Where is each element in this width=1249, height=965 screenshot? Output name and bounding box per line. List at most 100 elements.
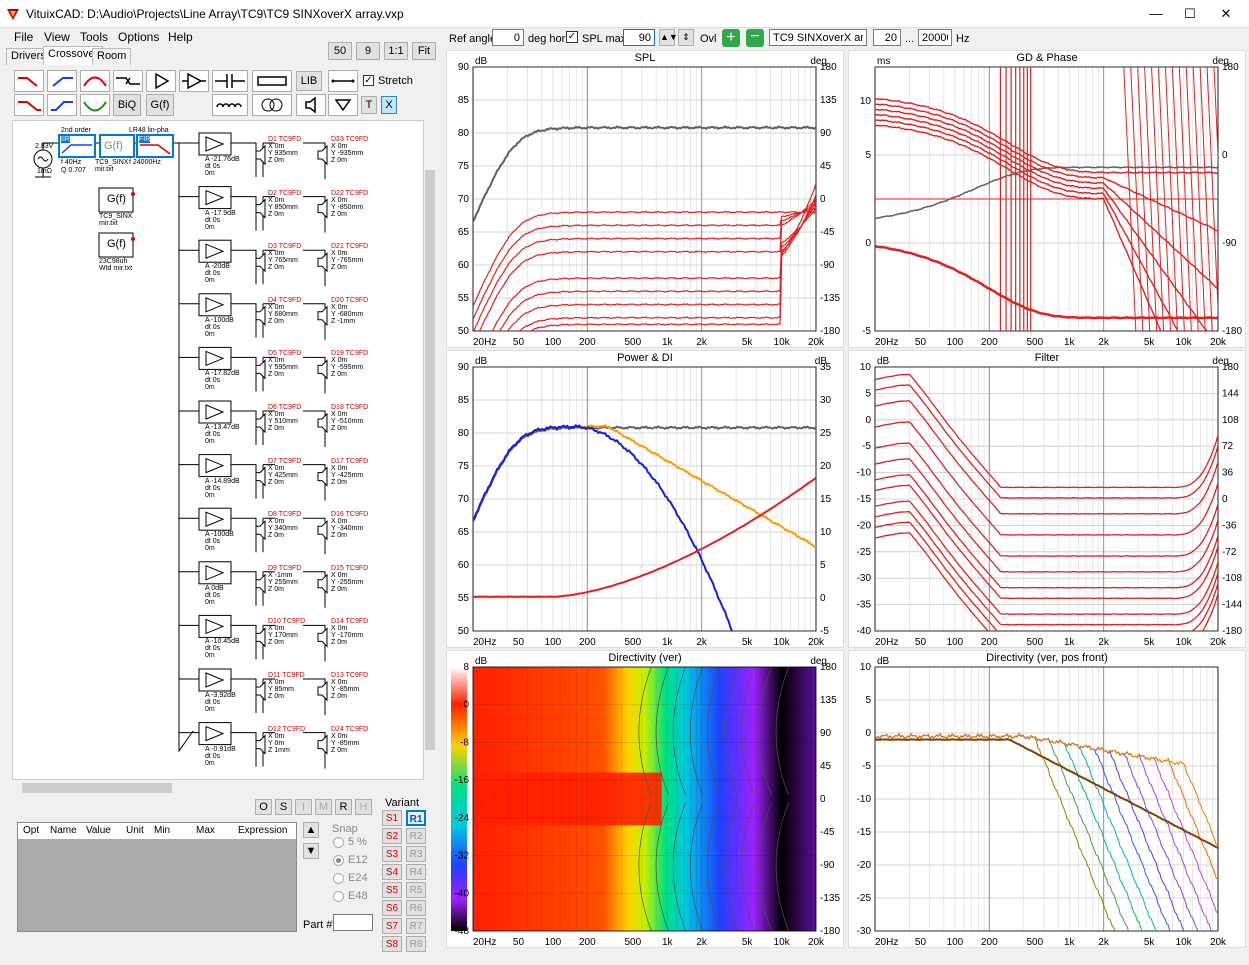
variant-s-button[interactable]: S7 <box>382 918 402 934</box>
driver-name[interactable]: D22 TC9FD <box>331 189 369 197</box>
gf2-block[interactable]: G(f) <box>107 193 126 205</box>
optimizer-table[interactable]: Opt Name Value Unit Min Max Expression <box>17 822 297 932</box>
menu-view[interactable]: View <box>44 30 70 44</box>
maximize-button[interactable]: ☐ <box>1184 6 1196 21</box>
spl-max-checkbox[interactable]: ✓ <box>566 31 578 43</box>
driver-name[interactable]: D8 TC9FD <box>268 511 302 519</box>
opt-optimize-button[interactable]: O <box>255 799 272 815</box>
driver-name[interactable]: D1 TC9FD <box>268 136 302 143</box>
spl-auto-button[interactable]: ⇕ <box>678 29 694 46</box>
gf-block-type[interactable]: G(f) <box>104 140 123 152</box>
opt-sensitivity-button[interactable]: S <box>275 799 292 815</box>
opamp-tool[interactable] <box>179 70 209 92</box>
notch-tool[interactable] <box>80 94 110 116</box>
variant-s-button[interactable]: S5 <box>382 882 402 898</box>
spl-graph[interactable]: SPL dB deg 20Hz 50 100 200 500 1k 2k 5k 10k 20k 90 85 8… <box>446 50 844 348</box>
menu-tools[interactable]: Tools <box>80 30 109 44</box>
zoom-fit-button[interactable]: Fit <box>412 42 436 60</box>
move-up-button[interactable]: ▲ <box>303 822 319 838</box>
inductor-tool[interactable] <box>212 94 248 116</box>
driver-name[interactable]: D19 TC9FD <box>331 350 369 358</box>
variant-r-button[interactable]: R4 <box>406 864 426 880</box>
opt-h-button[interactable]: H <box>355 799 372 815</box>
menu-help[interactable]: Help <box>168 30 193 44</box>
driver-name[interactable]: D24 TC9FD <box>331 725 369 733</box>
driver-name[interactable]: D18 TC9FD <box>331 404 369 411</box>
snap-radio[interactable] <box>333 891 344 902</box>
driver-name[interactable]: D17 TC9FD <box>331 457 369 465</box>
t-button[interactable]: T <box>361 96 377 114</box>
variant-r-button[interactable]: R8 <box>406 936 426 952</box>
bandpass-tool[interactable] <box>80 70 110 92</box>
variant-s-button[interactable]: S4 <box>382 864 402 880</box>
biquad-button[interactable]: BiQ <box>113 94 141 116</box>
buffer-tool[interactable] <box>146 70 176 92</box>
lowpass2-tool[interactable] <box>14 94 44 116</box>
move-down-button[interactable]: ▼ <box>303 843 319 859</box>
driver-name[interactable]: D16 TC9FD <box>331 511 369 519</box>
driver-name[interactable]: D7 TC9FD <box>268 457 302 465</box>
shelf-tool[interactable] <box>113 70 143 92</box>
spl-up-down-button[interactable]: ▲▼ <box>659 29 678 46</box>
filter-graph[interactable]: Filter dB deg 20Hz 50 100 200 500 1k 2k 5k 10k 20k 10… <box>848 350 1246 648</box>
variant-s-button[interactable]: S1 <box>382 810 402 826</box>
driver-name[interactable]: D14 TC9FD <box>331 618 369 626</box>
zoom-50-button[interactable]: 50 <box>328 42 352 60</box>
highpass2-tool[interactable] <box>47 94 77 116</box>
driver-name[interactable]: D10 TC9FD <box>268 618 306 626</box>
variant-r-button[interactable]: R3 <box>406 846 426 862</box>
driver-name[interactable]: D5 TC9FD <box>268 350 302 358</box>
directivity-front-graph[interactable]: Directivity (ver, pos front) dB 20Hz 50 100 2… <box>848 650 1246 948</box>
snap-radio[interactable] <box>333 855 344 866</box>
variant-r-button[interactable]: R6 <box>406 900 426 916</box>
variant-s-button[interactable]: S2 <box>382 828 402 844</box>
snap-radio[interactable] <box>333 873 344 884</box>
variant-s-button[interactable]: S6 <box>382 900 402 916</box>
ground-tool[interactable] <box>328 94 358 116</box>
lowpass-tool[interactable] <box>14 70 44 92</box>
gd-phase-graph[interactable]: GD & Phase ms deg 20Hz 50 100 200 500 1k 2k 5k 10k 2… <box>848 50 1246 348</box>
driver-name[interactable]: D4 TC9FD <box>268 296 302 304</box>
driver-name[interactable]: D2 TC9FD <box>268 189 302 197</box>
overlay-add-button[interactable]: + <box>722 29 740 47</box>
zoom-9-button[interactable]: 9 <box>356 42 380 60</box>
wire-tool[interactable] <box>328 70 358 92</box>
freq-max-input[interactable] <box>918 29 952 46</box>
close-button[interactable]: ✕ <box>1220 6 1232 21</box>
menu-file[interactable]: File <box>14 30 34 44</box>
resistor-tool[interactable] <box>252 70 292 92</box>
tab-crossover[interactable]: Crossover <box>43 46 104 65</box>
driver-name[interactable]: D9 TC9FD <box>268 564 302 572</box>
gf-button[interactable]: G(f) <box>146 94 174 116</box>
stretch-checkbox[interactable]: ✓ <box>363 75 374 86</box>
driver-name[interactable]: D20 TC9FD <box>331 296 369 304</box>
minimize-button[interactable]: — <box>1149 6 1163 21</box>
speaker-tool[interactable] <box>296 94 326 116</box>
driver-name[interactable]: D6 TC9FD <box>268 404 302 411</box>
x-button[interactable]: X <box>381 96 397 114</box>
driver-name[interactable]: D15 TC9FD <box>331 564 369 572</box>
overlay-remove-button[interactable]: − <box>746 29 764 47</box>
ref-angle-input[interactable] <box>492 29 524 46</box>
variant-r-button[interactable]: R5 <box>406 882 426 898</box>
variant-r-button[interactable]: R7 <box>406 918 426 934</box>
highpass-tool[interactable] <box>47 70 77 92</box>
opt-reset-button[interactable]: R <box>335 799 352 815</box>
zoom-1to1-button[interactable]: 1:1 <box>384 42 408 60</box>
directivity-ver-graph[interactable]: Directivity (ver) dB deg 20Hz 50 100 200 500 1k 2… <box>446 650 844 948</box>
lib-button[interactable]: LIB <box>296 71 322 91</box>
opt-m-button[interactable]: M <box>315 799 332 815</box>
part-input[interactable] <box>333 914 373 931</box>
tab-room[interactable]: Room <box>92 48 132 65</box>
opt-i-button[interactable]: I <box>295 799 312 815</box>
freq-min-input[interactable] <box>873 29 901 46</box>
schematic-vscroll[interactable] <box>424 120 436 780</box>
transformer-tool[interactable] <box>252 94 292 116</box>
driver-name[interactable]: D13 TC9FD <box>331 672 369 679</box>
schematic-canvas[interactable]: 2.83V 1mΩ 2nd order IIR f 40Hz Q 0.707 G… <box>12 120 424 780</box>
variant-s-button[interactable]: S3 <box>382 846 402 862</box>
overlay-name-input[interactable] <box>769 29 867 46</box>
spl-max-input[interactable] <box>623 29 655 46</box>
menu-options[interactable]: Options <box>118 30 160 44</box>
variant-s-button[interactable]: S8 <box>382 936 402 952</box>
